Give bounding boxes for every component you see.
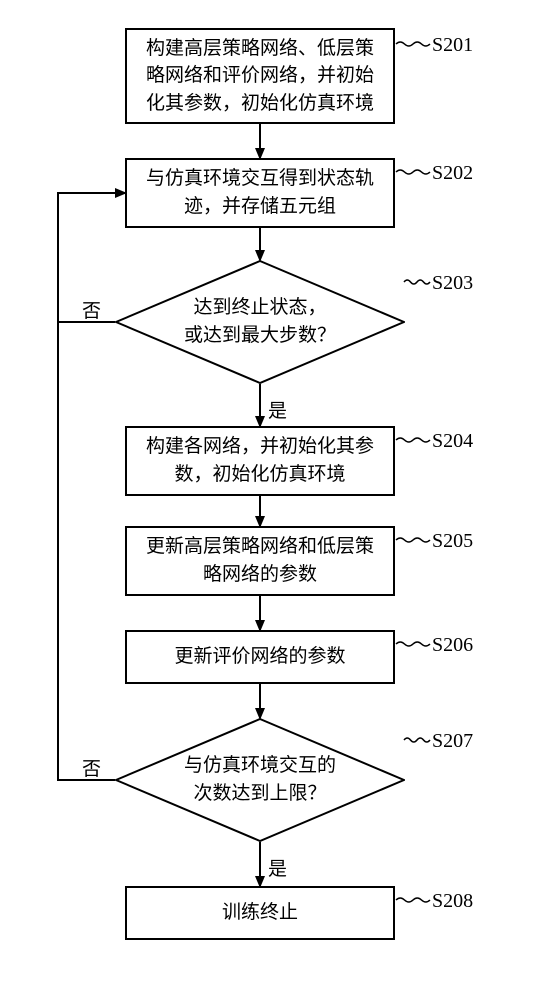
node-text: 更新高层策略网络和低层策略网络的参数 — [137, 533, 383, 588]
step-label-s201: S201 — [432, 34, 473, 57]
edge-label-d1_no: 否 — [82, 296, 101, 323]
label-connector — [396, 42, 430, 46]
node-text: 训练终止 — [222, 899, 298, 927]
step-label-s204: S204 — [432, 430, 473, 453]
step-label-s206: S206 — [432, 634, 473, 657]
node-s201: 构建高层策略网络、低层策略网络和评价网络，并初始化其参数，初始化仿真环境 — [125, 28, 395, 124]
label-connector — [404, 738, 430, 742]
flowchart-canvas: 构建高层策略网络、低层策略网络和评价网络，并初始化其参数，初始化仿真环境与仿真环… — [0, 0, 533, 1000]
node-s207: 与仿真环境交互的 次数达到上限？ — [115, 718, 405, 842]
step-label-s207: S207 — [432, 730, 473, 753]
label-connector — [396, 538, 430, 542]
node-text: 构建高层策略网络、低层策略网络和评价网络，并初始化其参数，初始化仿真环境 — [137, 35, 383, 118]
step-label-s202: S202 — [432, 162, 473, 185]
label-connector — [396, 898, 430, 902]
node-s208: 训练终止 — [125, 886, 395, 940]
edge-label-d2_yes: 是 — [268, 854, 287, 881]
arrows-layer — [0, 0, 533, 1000]
node-s206: 更新评价网络的参数 — [125, 630, 395, 684]
node-text: 达到终止状态， 或达到最大步数？ — [184, 294, 336, 349]
step-label-s203: S203 — [432, 272, 473, 295]
node-s202: 与仿真环境交互得到状态轨迹，并存储五元组 — [125, 158, 395, 228]
node-s205: 更新高层策略网络和低层策略网络的参数 — [125, 526, 395, 596]
node-text: 与仿真环境交互得到状态轨迹，并存储五元组 — [137, 165, 383, 220]
node-text: 更新评价网络的参数 — [174, 643, 345, 671]
label-connector — [396, 642, 430, 646]
step-label-s205: S205 — [432, 530, 473, 553]
edge-label-d1_yes: 是 — [268, 396, 287, 423]
node-s203: 达到终止状态， 或达到最大步数？ — [115, 260, 405, 384]
edge-label-d2_no: 否 — [82, 754, 101, 781]
node-text: 构建各网络，并初始化其参数，初始化仿真环境 — [137, 433, 383, 488]
step-label-s208: S208 — [432, 890, 473, 913]
label-connector — [404, 280, 430, 284]
node-s204: 构建各网络，并初始化其参数，初始化仿真环境 — [125, 426, 395, 496]
node-text: 与仿真环境交互的 次数达到上限？ — [184, 752, 336, 807]
label-connector — [396, 170, 430, 174]
label-connector — [396, 438, 430, 442]
